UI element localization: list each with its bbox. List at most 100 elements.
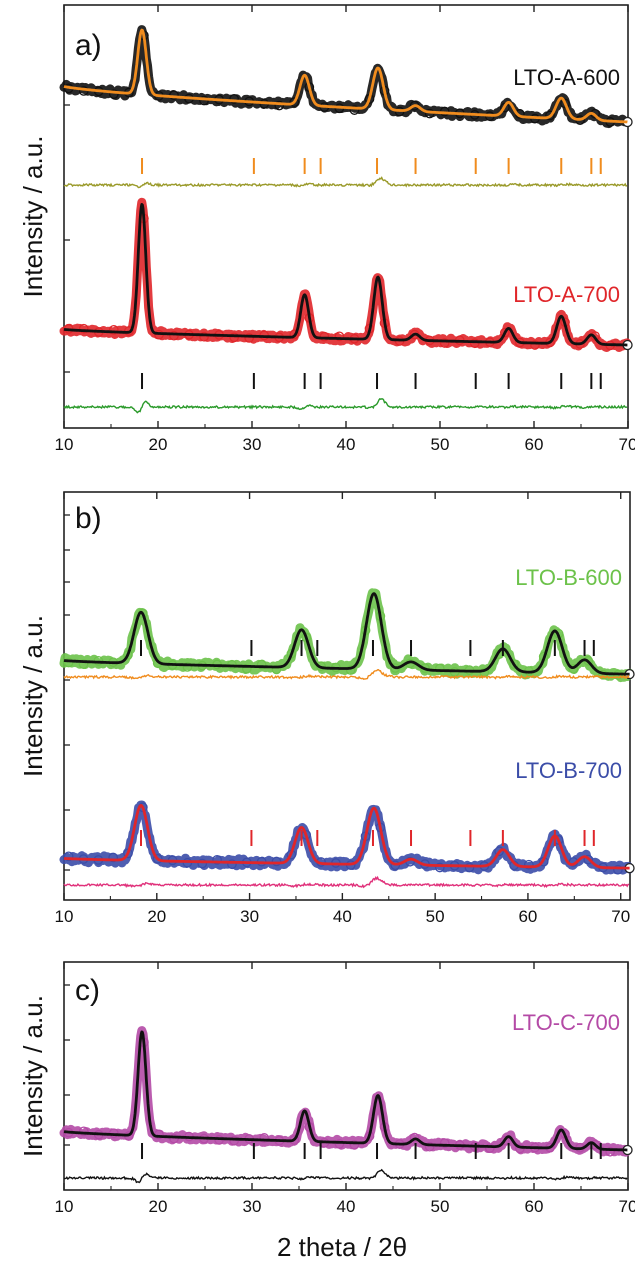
series-lto-b-700: LTO-B-700 [59, 758, 635, 889]
observed-point [244, 333, 255, 343]
observed-point [229, 1135, 239, 1146]
observed-point [271, 664, 282, 675]
series-label: LTO-C-700 [512, 1010, 620, 1035]
observed-point [464, 862, 475, 873]
difference-curve [63, 397, 628, 414]
x-tick-label: 60 [518, 907, 537, 926]
observed-point [108, 89, 119, 100]
series-label: LTO-A-700 [513, 282, 620, 307]
observed-point [152, 854, 163, 864]
panel-label: c) [75, 974, 100, 1007]
observed-point [227, 859, 237, 870]
observed-point [274, 100, 285, 111]
x-tick-label: 50 [431, 1197, 450, 1216]
observed-point [334, 331, 345, 342]
observed-point [108, 324, 119, 335]
observed-point [605, 1146, 615, 1157]
x-tick-label: 40 [337, 1197, 356, 1216]
y-axis-title: Intensity / a.u. [18, 615, 48, 777]
observed-point [197, 858, 208, 869]
observed-point [500, 327, 510, 338]
observed-data [59, 197, 632, 352]
fit-curve [63, 592, 631, 676]
observed-point [530, 340, 540, 350]
fit-curve [63, 203, 629, 347]
x-tick-label: 60 [525, 435, 544, 454]
x-tick-label: 40 [333, 907, 352, 926]
observed-point [169, 330, 179, 341]
series-lto-a-600: LTO-A-600 [59, 25, 633, 189]
difference-curve [63, 668, 630, 680]
x-tick-label: 50 [431, 435, 450, 454]
panel-c: 10 20 30 40 50 60 70 c) Intensity / a.u. LTO-C-70… [18, 961, 635, 1216]
observed-point [439, 1138, 450, 1148]
x-tick-label: 10 [55, 907, 74, 926]
observed-point [345, 665, 356, 675]
observed-point [409, 1132, 420, 1143]
observed-point [469, 338, 480, 349]
panel-label: a) [75, 29, 102, 62]
observed-point [271, 856, 282, 867]
observed-point [78, 323, 89, 334]
observed-point [334, 1139, 345, 1149]
observed-point [424, 1141, 435, 1152]
observed-point [500, 1135, 510, 1146]
observed-point [613, 864, 623, 875]
observed-point [108, 852, 119, 863]
difference-curve [63, 875, 630, 889]
observed-point [289, 329, 300, 340]
observed-point [439, 338, 450, 348]
x-tick-label: 10 [55, 435, 74, 454]
x-tick-label: 30 [243, 435, 262, 454]
observed-point [583, 854, 594, 865]
observed-point [484, 1143, 495, 1153]
observed-point [256, 659, 267, 670]
observed-point [182, 662, 193, 672]
observed-point [509, 659, 519, 669]
fit-curve [63, 1030, 629, 1152]
observed-point [229, 94, 239, 104]
observed-point [229, 332, 239, 343]
x-tick-label: 10 [55, 1197, 74, 1216]
series-label: LTO-B-700 [515, 758, 622, 783]
x-tick-label: 70 [619, 435, 635, 454]
x-tick-label: 50 [426, 907, 445, 926]
x-tick-label: 20 [149, 1197, 168, 1216]
observed-point [434, 862, 445, 873]
observed-point [63, 657, 74, 668]
observed-point [500, 102, 510, 113]
y-axis-title: Intensity / a.u. [18, 995, 48, 1157]
observed-point [289, 97, 300, 108]
x-tick-label: 20 [147, 907, 166, 926]
panel-a: 10 20 30 40 50 60 70 a) Intensity / a.u. LTO-A-60… [18, 4, 635, 454]
difference-curve [63, 1168, 628, 1184]
x-tick-label: 30 [240, 907, 259, 926]
series-label: LTO-B-600 [515, 565, 622, 590]
series-label: LTO-A-600 [513, 65, 620, 90]
observed-point [494, 846, 505, 857]
observed-point [560, 98, 570, 109]
y-axis-title: Intensity / a.u. [18, 136, 48, 298]
observed-point [545, 110, 555, 121]
x-tick-label: 30 [243, 1197, 262, 1216]
observed-point [78, 1126, 89, 1137]
fit-curve [63, 804, 631, 870]
series-lto-c-700: LTO-C-700 [59, 1010, 633, 1184]
x-tick-label: 20 [149, 435, 168, 454]
series-lto-a-700: LTO-A-700 [59, 197, 633, 414]
x-tick-label: 70 [611, 907, 630, 926]
observed-point [524, 859, 534, 870]
panel-label: b) [75, 502, 102, 535]
x-tick-label: 40 [337, 435, 356, 454]
observed-point [212, 854, 222, 865]
x-axis-title: 2 theta / 2θ [277, 1232, 407, 1262]
observed-point [259, 1133, 270, 1143]
observed-point [349, 105, 360, 115]
observed-point [390, 860, 401, 871]
x-tick-label: 70 [619, 1197, 635, 1216]
difference-curve [63, 176, 628, 189]
observed-point [199, 331, 209, 342]
series-lto-b-600: LTO-B-600 [59, 565, 635, 683]
observed-point [349, 1140, 360, 1150]
